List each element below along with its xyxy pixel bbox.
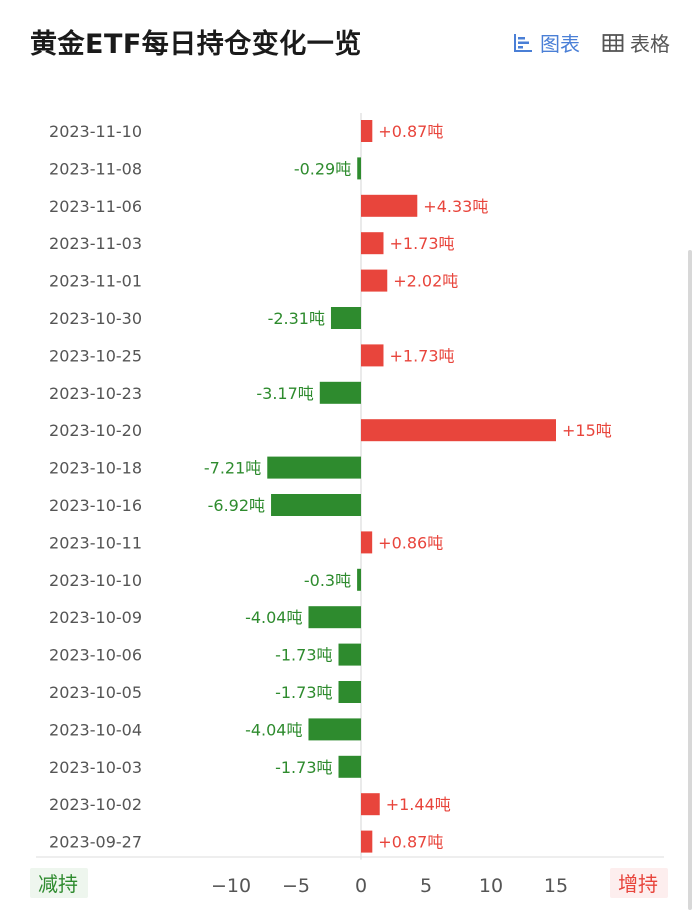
category-label: 2023-11-08 [49, 159, 142, 178]
x-tick-label: −10 [211, 875, 251, 897]
bar[interactable] [361, 793, 380, 816]
data-label: -0.29吨 [294, 159, 351, 178]
category-label: 2023-10-23 [49, 384, 142, 403]
data-label: -3.17吨 [256, 384, 313, 403]
category-label: 2023-11-01 [49, 272, 142, 291]
bar[interactable] [361, 232, 384, 255]
bar[interactable] [361, 419, 556, 442]
category-label: 2023-10-09 [49, 608, 142, 627]
data-label: +15吨 [562, 421, 612, 440]
bar[interactable] [338, 681, 361, 703]
category-label: 2023-10-02 [49, 795, 142, 814]
x-tick-label: 15 [544, 875, 568, 897]
category-label: 2023-11-03 [49, 234, 142, 253]
bar[interactable] [361, 830, 373, 853]
category-label: 2023-10-05 [49, 683, 142, 702]
scrollbar[interactable] [688, 250, 692, 910]
data-label: -7.21吨 [204, 459, 261, 478]
data-label: -1.73吨 [275, 646, 332, 665]
data-label: -1.73吨 [275, 683, 332, 702]
data-label: -4.04吨 [245, 608, 302, 627]
bar[interactable] [338, 643, 361, 666]
category-label: 2023-10-03 [49, 758, 142, 777]
category-label: 2023-10-25 [49, 346, 142, 365]
increase-label: 增持 [618, 872, 658, 896]
data-label: +4.33吨 [423, 197, 488, 216]
bar[interactable] [308, 606, 361, 629]
bar[interactable] [308, 718, 361, 741]
category-label: 2023-11-10 [49, 122, 142, 141]
data-label: +0.87吨 [378, 833, 443, 852]
bar[interactable] [361, 531, 373, 554]
bar[interactable] [361, 269, 388, 292]
bar[interactable] [357, 157, 361, 180]
tab-table[interactable]: 表格 [602, 28, 670, 57]
bar[interactable] [319, 381, 361, 404]
category-label: 2023-10-30 [49, 309, 142, 328]
bar[interactable] [361, 120, 373, 142]
bar[interactable] [357, 568, 361, 591]
bar[interactable] [361, 344, 384, 367]
data-label: -2.31吨 [268, 309, 325, 328]
data-label: +1.73吨 [389, 346, 454, 365]
data-label: +0.86吨 [378, 533, 443, 552]
category-label: 2023-11-06 [49, 197, 142, 216]
data-label: +1.44吨 [386, 795, 451, 814]
category-label: 2023-10-10 [49, 571, 142, 590]
tab-table-label: 表格 [630, 32, 670, 56]
bar-chart-icon [514, 33, 532, 52]
x-tick-label: 5 [420, 875, 432, 897]
page-title: 黄金ETF每日持仓变化一览 [30, 29, 362, 60]
data-label: -1.73吨 [275, 758, 332, 777]
category-label: 2023-10-06 [49, 646, 142, 665]
decrease-label: 减持 [38, 872, 78, 896]
data-label: +0.87吨 [378, 122, 443, 141]
category-label: 2023-10-11 [49, 533, 142, 552]
category-label: 2023-10-20 [49, 421, 142, 440]
x-tick-label: 0 [355, 875, 367, 897]
bar[interactable] [267, 456, 361, 479]
category-label: 2023-10-04 [49, 720, 142, 739]
table-icon [602, 33, 624, 52]
category-label: 2023-10-16 [49, 496, 142, 515]
view-tabs: 图表 表格 [512, 28, 670, 57]
data-label: -0.3吨 [304, 571, 351, 590]
bar[interactable] [271, 494, 361, 516]
bar[interactable] [330, 307, 361, 329]
x-tick-label: −5 [282, 875, 310, 897]
decrease-label-bg [30, 868, 88, 898]
x-tick-label: 10 [479, 875, 503, 897]
bar[interactable] [338, 755, 361, 778]
tab-chart-label: 图表 [540, 32, 580, 56]
tab-chart[interactable]: 图表 [512, 28, 580, 57]
category-label: 2023-10-18 [49, 459, 142, 478]
data-label: -6.92吨 [208, 496, 265, 515]
data-label: +2.02吨 [393, 272, 458, 291]
bar[interactable] [361, 194, 418, 217]
data-label: -4.04吨 [245, 720, 302, 739]
increase-label-bg [610, 868, 668, 898]
data-label: +1.73吨 [389, 234, 454, 253]
category-label: 2023-09-27 [49, 833, 142, 852]
